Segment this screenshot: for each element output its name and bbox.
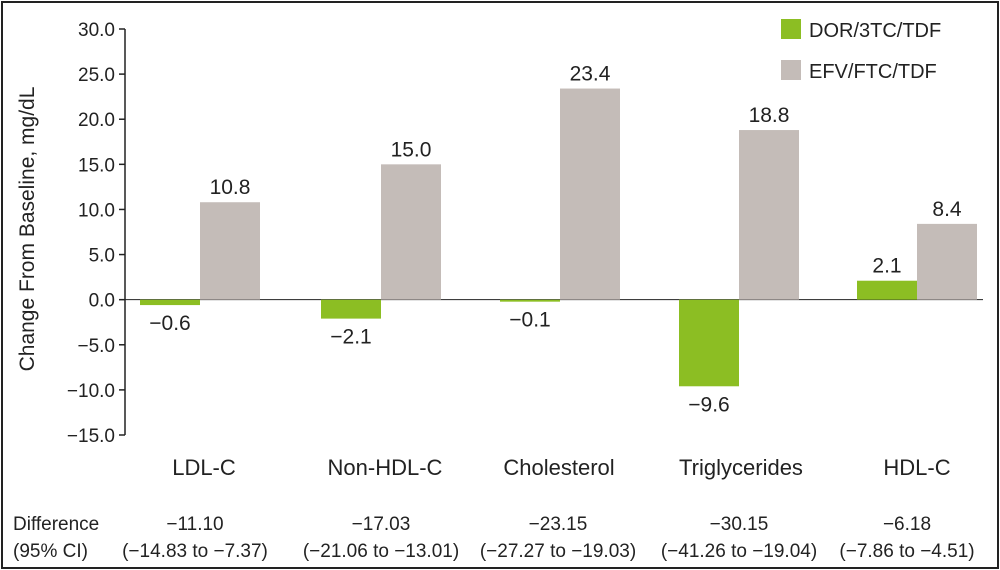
legend-swatch (781, 60, 801, 80)
y-tick-label: 15.0 (78, 155, 115, 176)
bar-dor-3tc-tdf (679, 299, 739, 387)
bars (140, 88, 977, 387)
bar-efv-ftc-tdf (739, 130, 799, 300)
difference-ci: (−7.86 to −4.51) (839, 541, 974, 562)
category-labels: LDL-C Non-HDL-C Cholesterol Triglycerides HD… (172, 455, 951, 480)
y-tick-label: −15.0 (67, 426, 115, 447)
category-label: Triglycerides (679, 455, 803, 480)
data-labels: −0.6 −2.1 −0.1 −9.6 2.1 10.8 15.0 23.4 18.8 8.4 (149, 63, 962, 417)
bar-dor-3tc-tdf (321, 299, 381, 319)
category-label: LDL-C (172, 455, 236, 480)
difference-footer: Difference (95% CI) −11.10 (−14.83 to −7.37… (13, 514, 975, 562)
data-label: −0.1 (509, 309, 550, 332)
y-tick-label: 10.0 (78, 200, 115, 221)
difference-ci: (−21.06 to −13.01) (303, 541, 459, 562)
category-label: Non-HDL-C (328, 455, 443, 480)
legend-label: EFV/FTC/TDF (809, 61, 937, 83)
y-tick-label: 5.0 (89, 246, 115, 267)
data-label: −9.6 (688, 393, 729, 416)
data-label: 10.8 (210, 176, 251, 199)
difference-value: −30.15 (710, 514, 769, 535)
data-label: 18.8 (749, 104, 790, 127)
difference-label: Difference (13, 514, 99, 535)
ci-label: (95% CI) (13, 541, 88, 562)
y-tick-label: 0.0 (89, 291, 115, 312)
difference-value: −11.10 (166, 514, 223, 535)
difference-ci: (−14.83 to −7.37) (122, 541, 268, 562)
difference-value: −6.18 (883, 514, 931, 535)
difference-value: −23.15 (529, 514, 588, 535)
y-axis-label: Change From Baseline, mg/dL (16, 87, 39, 372)
bar-dor-3tc-tdf (140, 299, 200, 306)
legend-swatch (781, 19, 801, 39)
data-label: 8.4 (932, 198, 962, 221)
y-tick-label: −10.0 (67, 381, 115, 402)
bar-efv-ftc-tdf (381, 164, 441, 300)
data-label: 23.4 (570, 63, 611, 86)
y-tick-label: 20.0 (78, 110, 115, 131)
legend-label: DOR/3TC/TDF (809, 20, 941, 42)
difference-value: −17.03 (352, 514, 411, 535)
data-label: 15.0 (391, 138, 432, 161)
y-tick-label: 30.0 (78, 20, 115, 41)
chart: Change From Baseline, mg/dL 30.0 25.0 20.0… (13, 19, 983, 562)
y-axis: 30.0 25.0 20.0 15.0 10.0 5.0 0.0 −5.0 −10.0 −15.0 (67, 20, 983, 447)
bar-dor-3tc-tdf (857, 280, 917, 300)
data-label: −0.6 (149, 312, 190, 335)
bar-dor-3tc-tdf (500, 299, 560, 302)
category-label: Cholesterol (503, 455, 614, 480)
bar-efv-ftc-tdf (560, 88, 620, 300)
y-tick-label: 25.0 (78, 65, 115, 86)
bar-efv-ftc-tdf (917, 223, 977, 300)
bar-efv-ftc-tdf (200, 202, 260, 300)
data-label: −2.1 (330, 326, 371, 349)
y-tick-label: −5.0 (77, 336, 115, 357)
legend: DOR/3TC/TDF EFV/FTC/TDF (781, 19, 941, 83)
difference-ci: (−41.26 to −19.04) (661, 541, 817, 562)
category-label: HDL-C (883, 455, 950, 480)
difference-ci: (−27.27 to −19.03) (480, 541, 636, 562)
data-label: 2.1 (872, 255, 901, 278)
